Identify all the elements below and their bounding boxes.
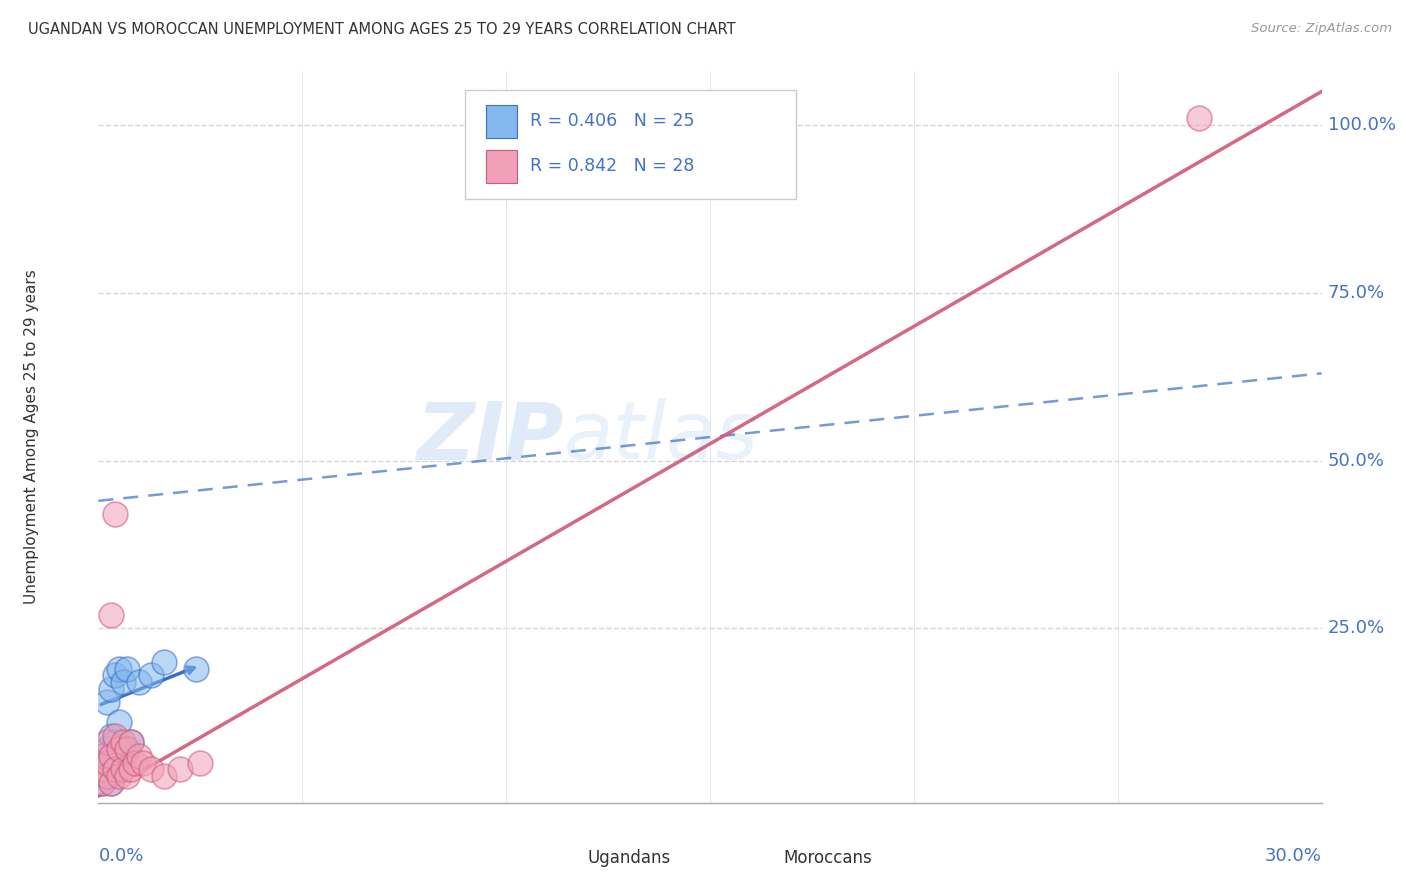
Point <box>108 715 131 730</box>
Point <box>91 775 114 789</box>
FancyBboxPatch shape <box>747 846 773 874</box>
Point <box>115 769 138 783</box>
Text: 75.0%: 75.0% <box>1327 284 1385 301</box>
Point <box>111 675 134 690</box>
FancyBboxPatch shape <box>486 104 517 137</box>
Point <box>96 742 118 756</box>
Point <box>152 655 174 669</box>
Point <box>188 756 212 770</box>
Point <box>104 508 127 522</box>
Text: 0.0%: 0.0% <box>98 847 143 864</box>
Point <box>111 735 134 749</box>
Point <box>100 681 122 696</box>
Point <box>91 748 114 763</box>
Point <box>104 668 127 682</box>
Text: R = 0.842   N = 28: R = 0.842 N = 28 <box>530 158 695 176</box>
Point <box>120 735 142 749</box>
Point <box>115 742 138 756</box>
Point <box>104 762 127 776</box>
Point <box>111 748 134 763</box>
Point <box>91 748 114 763</box>
Text: 25.0%: 25.0% <box>1327 619 1385 637</box>
Text: Unemployment Among Ages 25 to 29 years: Unemployment Among Ages 25 to 29 years <box>24 269 38 605</box>
Text: ZIP: ZIP <box>416 398 564 476</box>
Point <box>152 769 174 783</box>
Point <box>128 675 150 690</box>
Point <box>111 762 134 776</box>
Point <box>96 756 118 770</box>
Point <box>96 769 118 783</box>
Point <box>96 695 118 709</box>
Point <box>100 607 122 622</box>
Point <box>96 769 118 783</box>
Point <box>108 756 131 770</box>
Point <box>108 662 131 676</box>
Point <box>91 762 114 776</box>
FancyBboxPatch shape <box>486 150 517 183</box>
Point <box>104 735 127 749</box>
Point <box>124 756 146 770</box>
Point <box>169 762 191 776</box>
Point <box>100 729 122 743</box>
Point <box>141 668 163 682</box>
Text: 100.0%: 100.0% <box>1327 116 1396 134</box>
Point <box>104 762 127 776</box>
Text: R = 0.406   N = 25: R = 0.406 N = 25 <box>530 112 695 130</box>
Text: Source: ZipAtlas.com: Source: ZipAtlas.com <box>1251 22 1392 36</box>
Point <box>104 729 127 743</box>
Point <box>91 762 114 776</box>
FancyBboxPatch shape <box>551 846 578 874</box>
Text: 30.0%: 30.0% <box>1265 847 1322 864</box>
Text: atlas: atlas <box>564 398 758 476</box>
Text: 50.0%: 50.0% <box>1327 451 1385 469</box>
Point <box>115 662 138 676</box>
Point <box>115 742 138 756</box>
Point <box>1188 112 1211 126</box>
Point <box>100 775 122 789</box>
Point <box>128 748 150 763</box>
Text: Moroccans: Moroccans <box>783 848 872 867</box>
Point <box>186 662 208 676</box>
Point <box>132 756 155 770</box>
Point <box>120 735 142 749</box>
Point <box>108 742 131 756</box>
Point <box>108 769 131 783</box>
Point <box>100 756 122 770</box>
Text: UGANDAN VS MOROCCAN UNEMPLOYMENT AMONG AGES 25 TO 29 YEARS CORRELATION CHART: UGANDAN VS MOROCCAN UNEMPLOYMENT AMONG A… <box>28 22 735 37</box>
Point <box>96 735 118 749</box>
Point <box>91 775 114 789</box>
Point <box>100 748 122 763</box>
Point <box>100 775 122 789</box>
Point <box>120 762 142 776</box>
FancyBboxPatch shape <box>465 90 796 200</box>
Text: Ugandans: Ugandans <box>588 848 671 867</box>
Point <box>141 762 163 776</box>
